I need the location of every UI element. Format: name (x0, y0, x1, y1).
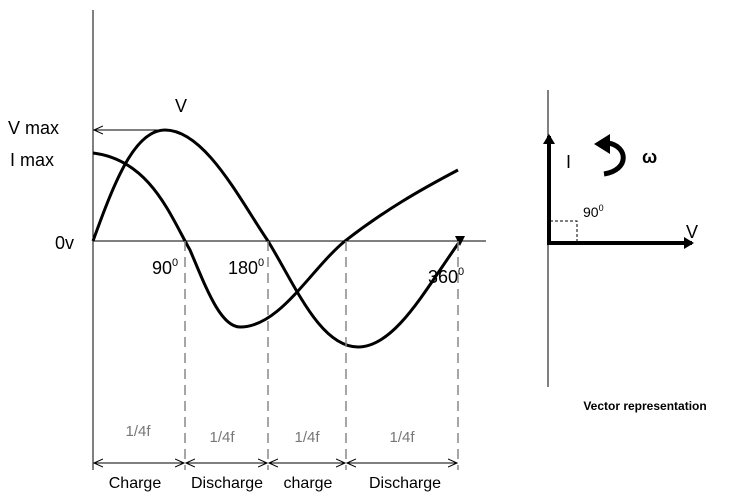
y-label: 0v (55, 233, 74, 253)
angle-label: 900 (152, 257, 178, 278)
angle-label: 900 (583, 203, 604, 220)
angle-value: 360 (428, 267, 458, 287)
interval-duration: 1/4f (294, 429, 320, 446)
interval-duration: 1/4f (125, 423, 151, 440)
interval-duration: 1/4f (389, 429, 415, 446)
interval-phase: charge (284, 475, 333, 492)
angle-sup: 0 (599, 203, 604, 213)
interval-duration: 1/4f (209, 429, 235, 446)
rotation-arrow (603, 140, 626, 177)
caption: Vector representation (583, 399, 706, 413)
rotation-arrowhead (594, 134, 610, 154)
current-curve (92, 151, 459, 329)
angle-label: 1800 (228, 257, 264, 278)
angle-value: 90 (152, 258, 172, 278)
angle-sup: 0 (172, 257, 178, 269)
angle-value: 90 (583, 204, 599, 220)
voltage-curve-label: V (175, 96, 187, 116)
curve-end-arrow (455, 236, 465, 246)
current-label: I (566, 152, 571, 172)
angle-label: 3600 (428, 266, 464, 287)
interval-phase: Charge (109, 475, 162, 492)
y-label: V max (8, 118, 59, 138)
voltage-curve (91, 128, 462, 349)
right-angle-mark (550, 220, 578, 241)
omega-label: ω (642, 147, 657, 167)
y-label: I max (10, 150, 54, 170)
axes (92, 10, 486, 470)
dividers (184, 241, 459, 470)
angle-sup: 0 (258, 257, 264, 269)
voltage-label: V (686, 222, 698, 242)
interval-phase: Discharge (369, 475, 441, 492)
angle-value: 180 (228, 258, 258, 278)
interval-phase: Discharge (191, 475, 263, 492)
angle-sup: 0 (458, 266, 464, 278)
